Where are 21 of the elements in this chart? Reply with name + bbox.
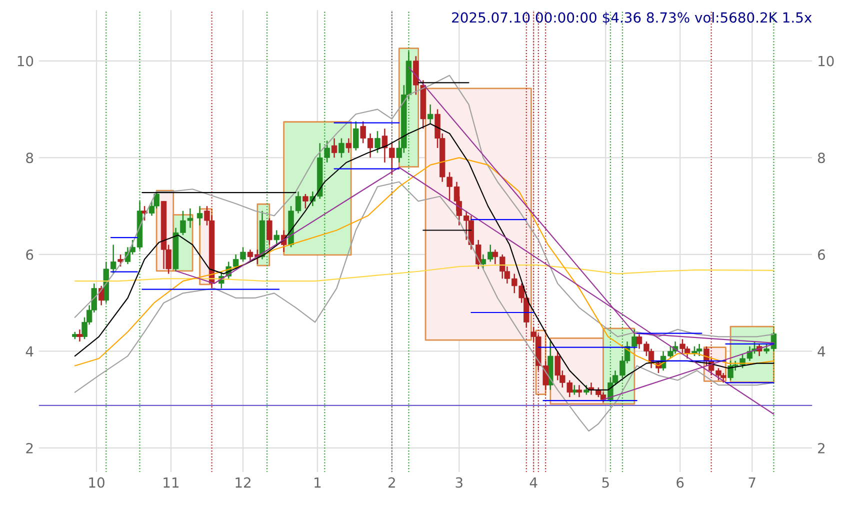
x-tick-label: 11 (164, 477, 179, 488)
x-tick-label: 3 (456, 477, 462, 488)
y-tick-label: 6 (26, 249, 34, 260)
y2-tick-label: 2 (818, 442, 824, 454)
y2-tick-label: 10 (818, 56, 834, 66)
x-tick-label: 4 (530, 477, 538, 488)
y-tick-label: 10 (18, 56, 34, 66)
y-tick-label: 4 (26, 346, 34, 356)
x-tick-label: 1 (314, 477, 321, 488)
x-tick-label: 5 (602, 477, 609, 488)
x-tick-label: 6 (676, 477, 684, 488)
x-tick-label: 7 (748, 477, 756, 488)
y-tick-label: 2 (26, 442, 33, 454)
x-tick-label: 2 (388, 477, 395, 488)
x-tick-label: 12 (236, 477, 250, 488)
y2-tick-label: 6 (818, 249, 825, 260)
y2-tick-label: 4 (818, 346, 826, 356)
y2-tick-label: 8 (818, 152, 825, 164)
x-tick-label: 10 (89, 477, 104, 488)
chart-title: 2025.07.10 00:00:00 $4.36 8.73% vol:5680.2K 1.5x (452, 12, 812, 25)
y-tick-label: 8 (26, 152, 34, 164)
